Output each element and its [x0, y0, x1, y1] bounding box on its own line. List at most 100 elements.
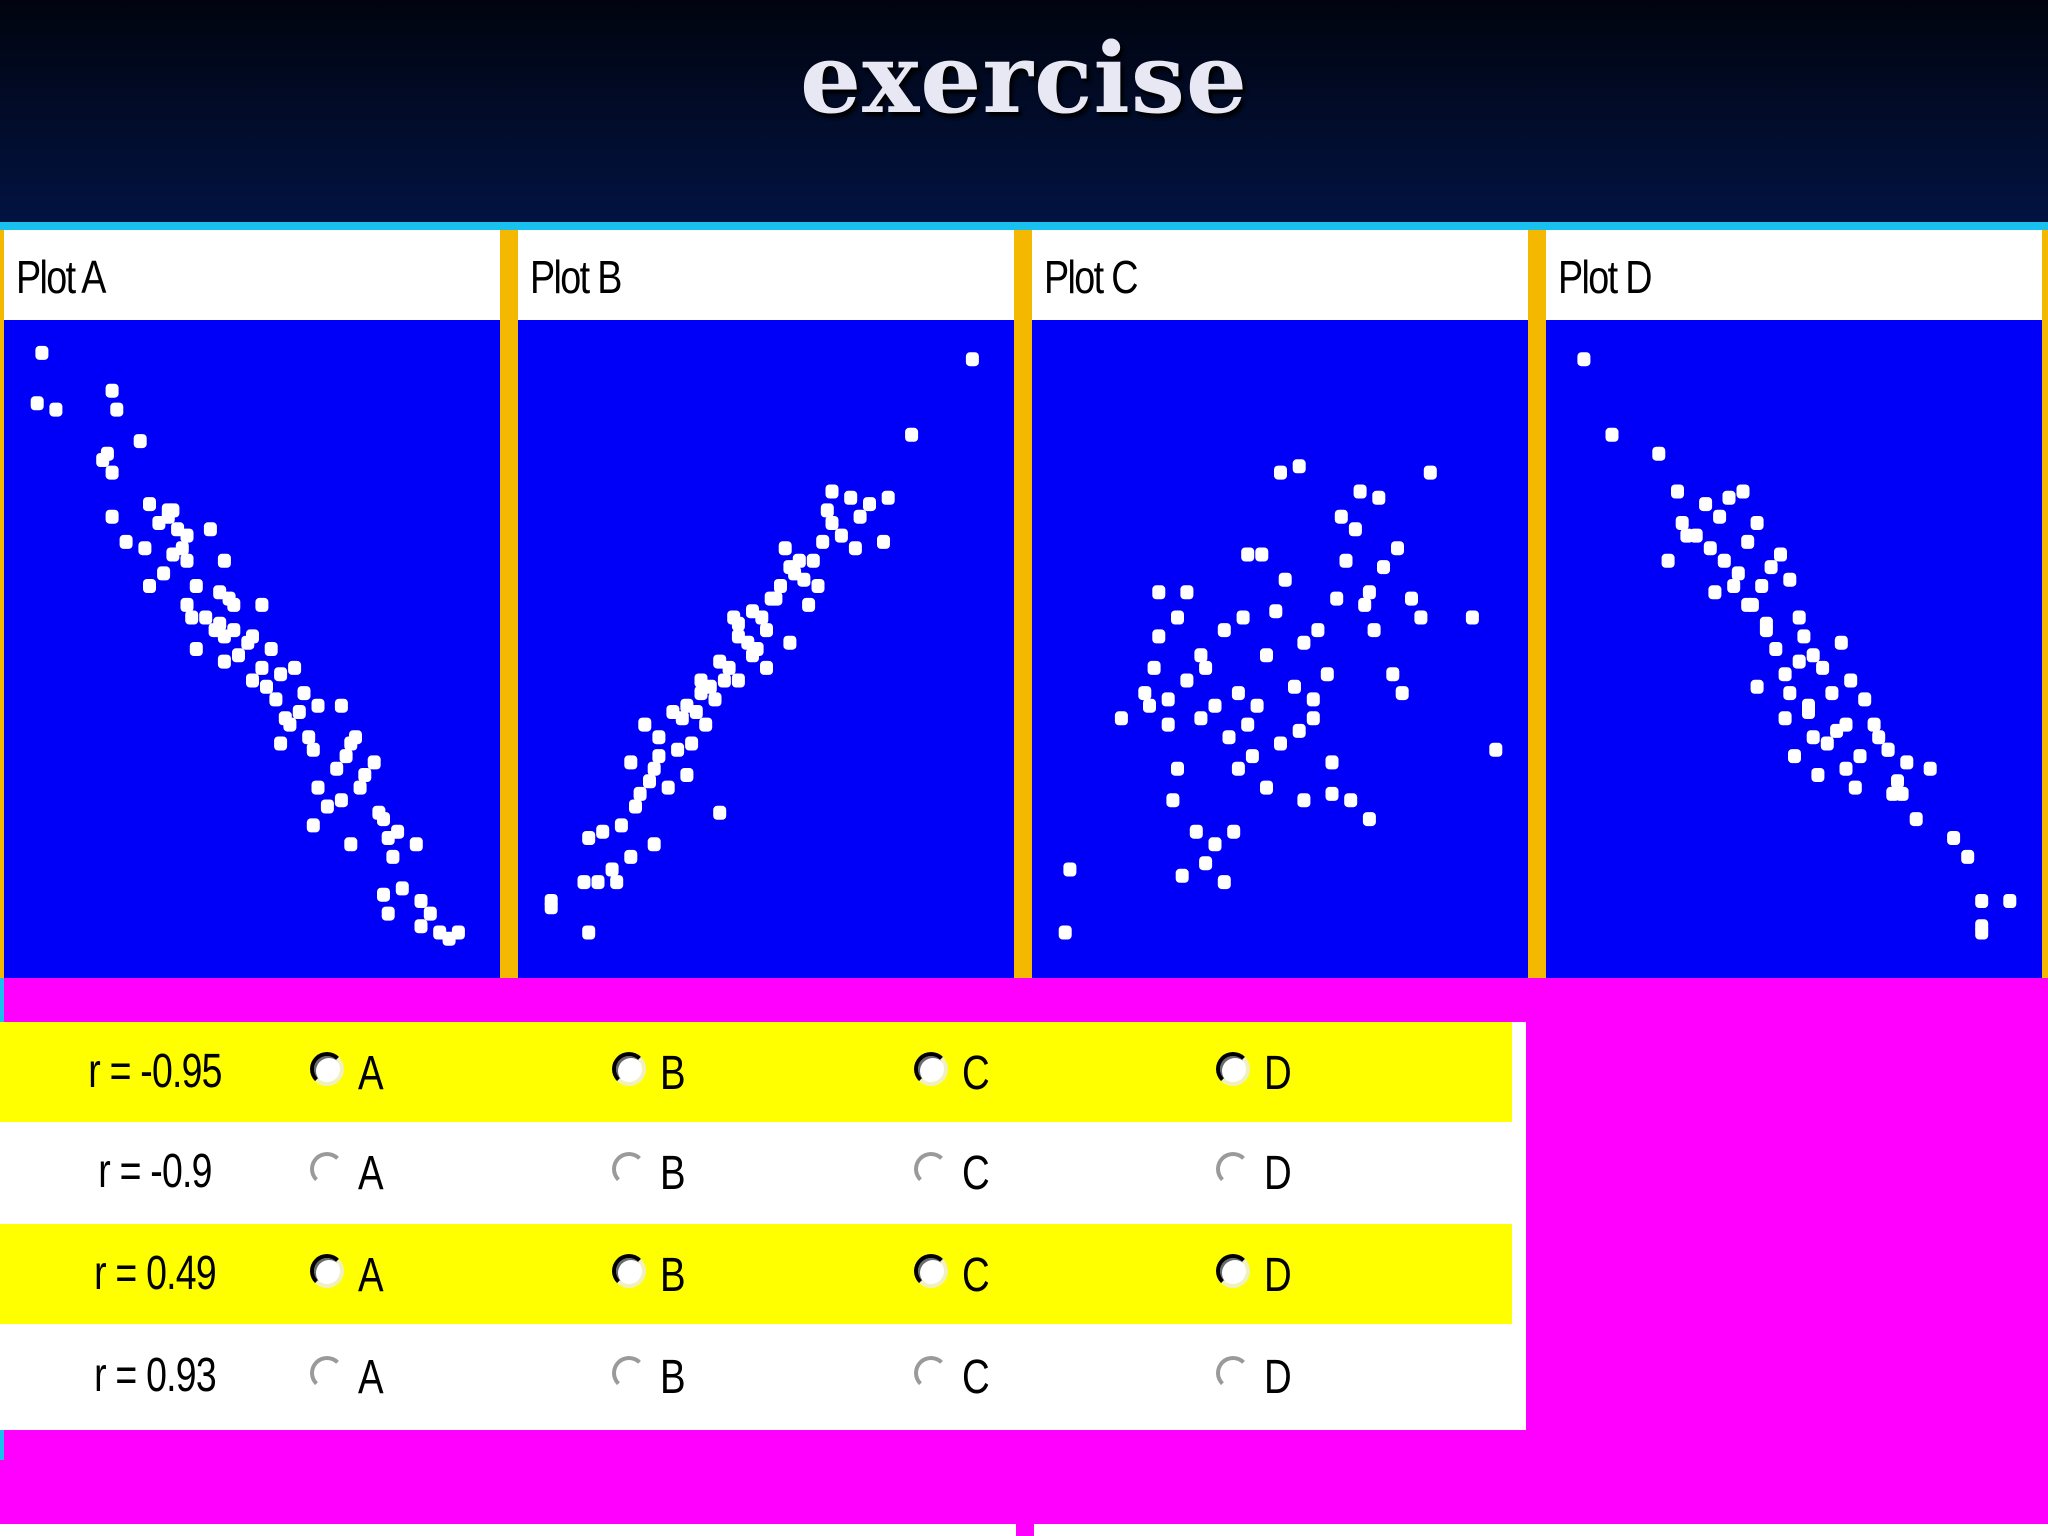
scatter-point	[792, 553, 806, 568]
radio-button[interactable]	[310, 1356, 344, 1390]
radio-option-label: A	[358, 1147, 384, 1200]
scatter-point	[848, 541, 862, 556]
scatter-point	[105, 509, 119, 524]
scatter-point	[1423, 465, 1437, 480]
radio-button[interactable]	[310, 1052, 344, 1086]
scatter-point	[1825, 686, 1839, 701]
radio-button[interactable]	[612, 1254, 646, 1288]
scatter-point	[269, 692, 283, 707]
scatter-point	[320, 799, 334, 814]
scatter-point	[1260, 648, 1273, 663]
radio-button[interactable]	[310, 1152, 344, 1186]
scatter-point	[1844, 673, 1858, 688]
scatter-point	[1605, 427, 1619, 442]
scatter-point	[834, 528, 848, 543]
plot-panel-d: Plot D	[1546, 230, 2042, 978]
radio-option-label: D	[1264, 1351, 1292, 1404]
scatter-point	[274, 667, 288, 682]
scatter-point	[746, 604, 759, 619]
plots-strip: Plot A Plot B Plot C Plot D	[0, 230, 2048, 978]
scatter-point	[161, 509, 175, 524]
scatter-point	[1171, 610, 1184, 625]
scatter-point	[1058, 925, 1072, 940]
scatter-point	[1802, 698, 1815, 713]
scatter-point	[1923, 761, 1937, 776]
scatter-point	[1194, 711, 1208, 726]
scatter-point	[717, 673, 731, 688]
scatter-point	[680, 768, 694, 782]
scatter-point	[185, 610, 199, 625]
scatter-point	[1839, 717, 1853, 732]
answer-row-label: r = -0.95	[88, 1045, 222, 1098]
scatter-point	[302, 730, 316, 745]
scatter-point	[1759, 616, 1773, 631]
scatter-point	[1909, 812, 1923, 827]
scatter-point	[605, 862, 619, 877]
scatter-point	[1811, 768, 1825, 782]
scatter-point	[774, 579, 787, 593]
scatter-point	[1774, 547, 1787, 562]
scatter-point	[1199, 856, 1213, 871]
scatter-point	[1806, 648, 1820, 663]
scatter-point	[760, 623, 773, 638]
scatter-point	[217, 654, 231, 669]
scatter-point	[722, 660, 736, 675]
radio-option-label: C	[962, 1351, 990, 1404]
scatter-point	[1306, 711, 1320, 726]
plot-label-bar: Plot B	[518, 230, 1014, 320]
radio-button[interactable]	[914, 1254, 948, 1288]
scatter-point	[1377, 560, 1390, 575]
scatter-point	[769, 591, 783, 606]
scatter-point	[1320, 667, 1334, 682]
scatter-point	[1063, 862, 1077, 877]
scatter-point	[760, 660, 773, 675]
radio-option-label: A	[358, 1249, 384, 1302]
answer-row: r = 0.93 A B C D	[0, 1326, 1512, 1426]
scatter-point	[1405, 591, 1418, 606]
scatter-point	[544, 900, 558, 915]
scatter-point	[965, 352, 979, 367]
scatter-point	[877, 534, 890, 549]
scatter-point	[825, 516, 839, 530]
scatter-point	[1334, 509, 1348, 524]
answer-row-label: r = 0.93	[94, 1349, 217, 1402]
plot-label-d: Plot D	[1558, 251, 1653, 303]
radio-button[interactable]	[612, 1152, 646, 1186]
radio-option-label: B	[660, 1047, 686, 1100]
radio-button[interactable]	[914, 1152, 948, 1186]
scatter-point	[811, 579, 825, 593]
plot-area-c	[1032, 320, 1528, 978]
scatter-point	[1231, 686, 1245, 701]
scatter-point	[334, 793, 348, 808]
scatter-point	[1750, 516, 1764, 530]
scatter-point	[802, 597, 816, 612]
answer-row: r = -0.9 A B C D	[0, 1122, 1512, 1222]
radio-button[interactable]	[310, 1254, 344, 1288]
radio-button[interactable]	[1216, 1052, 1250, 1086]
scatter-point	[1699, 497, 1713, 512]
scatter-point	[1741, 534, 1755, 549]
scatter-point	[344, 837, 358, 852]
scatter-point	[1288, 679, 1301, 694]
scatter-point	[680, 698, 694, 713]
scatter-point	[255, 660, 269, 675]
scatter-point	[423, 906, 437, 921]
radio-button[interactable]	[1216, 1356, 1250, 1390]
radio-button[interactable]	[1216, 1152, 1250, 1186]
scatter-point	[391, 824, 405, 839]
scatter-point	[1395, 686, 1409, 701]
radio-button[interactable]	[612, 1356, 646, 1390]
plot-label-bar: Plot D	[1546, 230, 2042, 320]
scatter-point	[1325, 786, 1339, 801]
scatter-point	[1236, 610, 1250, 625]
radio-button[interactable]	[914, 1052, 948, 1086]
bottom-strip	[1034, 1524, 2048, 1536]
radio-button[interactable]	[914, 1356, 948, 1390]
scatter-point	[1152, 585, 1166, 600]
scatter-point	[1161, 692, 1175, 707]
radio-button[interactable]	[1216, 1254, 1250, 1288]
radio-button[interactable]	[612, 1052, 646, 1086]
scatter-point	[264, 642, 278, 656]
slide-header: exercise	[0, 0, 2048, 230]
scatter-point	[1171, 761, 1184, 776]
